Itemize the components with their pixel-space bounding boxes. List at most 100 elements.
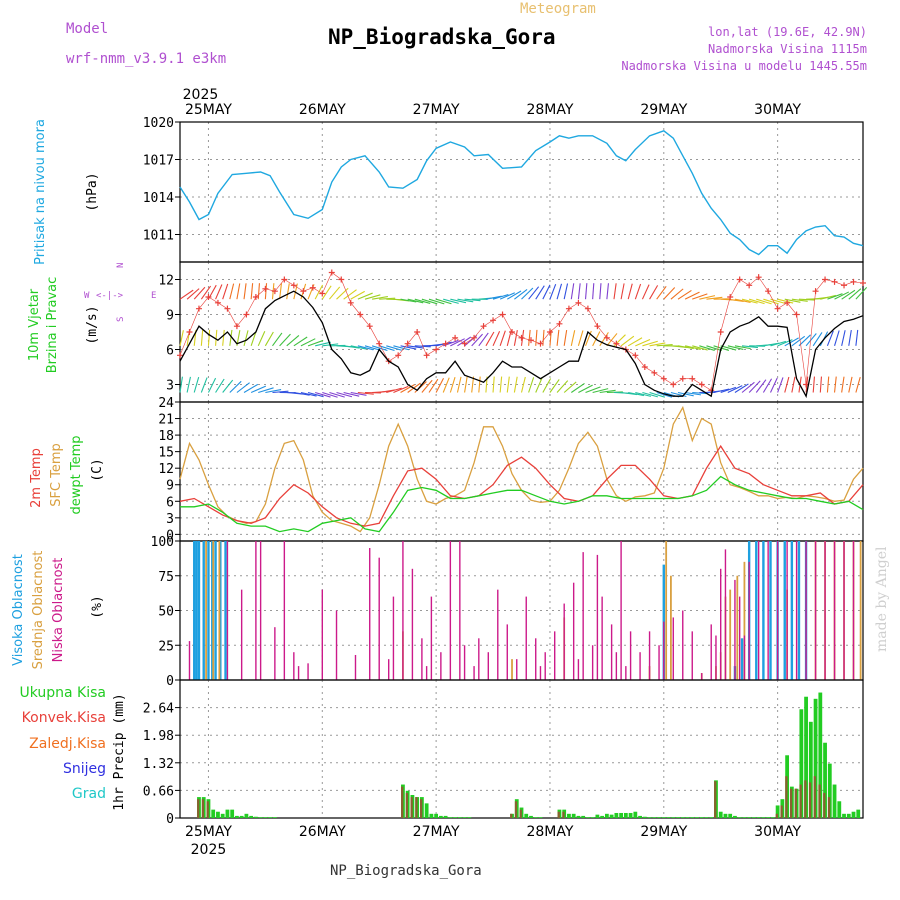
wind-barb — [364, 294, 381, 300]
dewpt-ylabel: dewpt Temp — [69, 435, 84, 514]
gust-line — [179, 272, 864, 391]
precip-total-bar — [235, 815, 239, 818]
precip-total-bar — [524, 813, 529, 818]
wind-barb — [521, 287, 534, 300]
wind-barb — [513, 376, 518, 393]
wind-barb — [307, 339, 324, 347]
wind-barb — [677, 345, 694, 350]
precip-total-bar — [424, 803, 429, 818]
y-tick-label: 0 — [166, 674, 174, 689]
precip-legend-item: Snijeg — [63, 761, 106, 777]
model-label: Model — [66, 21, 108, 37]
wind-barb — [762, 378, 773, 393]
cloud-panel: 0 25 50 75 100 Visoka Oblacnost Srednja Oblacn… — [11, 535, 864, 689]
wind-barb — [656, 391, 673, 398]
wind-barb — [400, 384, 415, 393]
wind-barb — [520, 376, 526, 393]
wind-barb — [421, 298, 438, 305]
precip-total-bar — [619, 812, 624, 818]
wind-barb — [727, 345, 744, 351]
bottom-date-label: 29MAY — [640, 824, 687, 840]
y-tick-label: 1020 — [143, 116, 174, 131]
panel-frame — [179, 261, 864, 403]
wind-barb — [606, 283, 609, 300]
wind-barb — [428, 298, 445, 305]
precip-total-bar — [733, 815, 737, 818]
wind-barb — [478, 332, 489, 347]
wind-barb — [606, 333, 618, 347]
top-date-label: 27MAY — [413, 102, 460, 118]
precip-conv-bar — [775, 813, 779, 818]
chart-title: NP_Biogradska_Gora — [328, 25, 556, 49]
wind-barb — [492, 293, 509, 300]
model-name: wrf-nmm_v3.9.1 e3km — [66, 51, 226, 67]
y-tick-label: 12 — [158, 462, 174, 477]
wind-barb — [741, 345, 759, 349]
wind-barb — [528, 329, 531, 346]
precip-conv-bar — [405, 792, 409, 818]
wind-barb — [855, 329, 859, 346]
wind-barb — [549, 379, 560, 393]
precip-total-bar — [775, 805, 780, 818]
precip-conv-bar — [197, 799, 200, 818]
precip-total-bar — [253, 816, 258, 818]
sfc-temp-ylabel: SFC Temp — [49, 443, 64, 507]
wind-barb — [556, 329, 560, 346]
precip-total-bar — [590, 817, 595, 818]
wind-barb — [528, 377, 535, 393]
wind-barb — [222, 283, 229, 300]
precip-total-bar — [728, 813, 733, 818]
wind-barb — [264, 331, 274, 347]
wind-barb — [699, 295, 716, 300]
wind-barb — [855, 376, 861, 393]
wind-barb — [535, 329, 538, 346]
wind-barb — [734, 298, 751, 303]
temp-2m-line — [179, 444, 864, 527]
precip-total-bar — [842, 813, 846, 818]
y-tick-label: 2.64 — [143, 702, 174, 717]
wind-barb — [734, 383, 749, 393]
wind-barb — [627, 283, 633, 300]
wind-barb — [350, 290, 365, 300]
compass-west: W — [84, 291, 90, 301]
y-tick-label: 75 — [158, 570, 174, 585]
precip-total-bar — [571, 813, 576, 818]
wind-barb — [336, 287, 349, 300]
wind-barb — [435, 298, 452, 305]
compass-east: E — [151, 291, 156, 301]
wind-barb — [720, 345, 737, 351]
wind-barb — [841, 330, 846, 346]
y-tick-label: 12 — [158, 274, 174, 289]
wind-barb — [250, 283, 254, 300]
compass-south: S — [116, 317, 126, 322]
precip-total-bar — [638, 815, 642, 818]
wind-barb — [343, 289, 357, 300]
precip-total-bar — [533, 817, 538, 818]
wind-barb — [677, 391, 694, 397]
precip-total-bar — [766, 817, 771, 818]
wind-barb — [478, 376, 481, 393]
elevation-text: Nadmorska Visina 1115m — [708, 42, 867, 56]
precip-total-bar — [671, 817, 676, 818]
precip-total-bar — [211, 809, 216, 818]
y-tick-label: 1.98 — [143, 729, 174, 744]
precip-conv-bar — [785, 776, 788, 818]
precip-total-bar — [856, 809, 861, 818]
wind-barb — [855, 286, 868, 300]
y-tick-label: 0 — [166, 528, 174, 543]
wind-barb — [670, 288, 684, 300]
precip-total-bar — [808, 721, 813, 818]
wind-barb — [692, 345, 708, 351]
wind-barb — [585, 386, 601, 394]
wind-barb — [748, 380, 761, 393]
wind-barb — [300, 338, 316, 347]
wind-barb — [322, 391, 338, 398]
precip-total-bar — [239, 815, 244, 818]
wind-barb — [506, 290, 522, 300]
wind-barb — [186, 288, 200, 300]
wind-barb — [485, 295, 502, 300]
wind-barb — [293, 336, 308, 347]
wind-barb — [450, 298, 467, 304]
wind-barb — [706, 296, 723, 300]
